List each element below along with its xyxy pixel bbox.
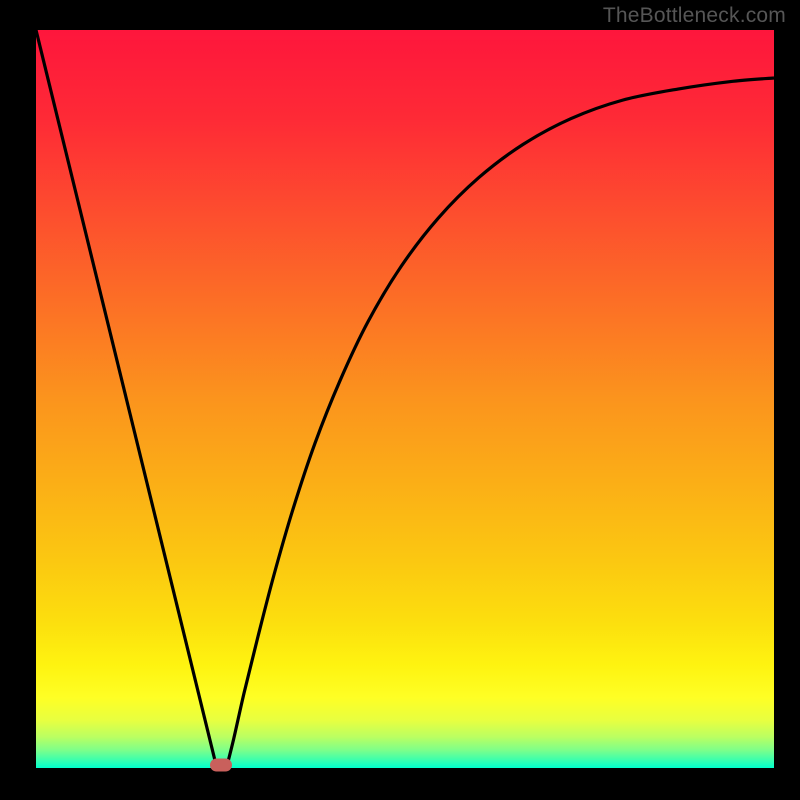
plot-area (36, 30, 774, 768)
curve-left-segment (36, 30, 217, 768)
minimum-marker (210, 759, 232, 772)
curve-right-segment (226, 78, 774, 768)
chart-frame: TheBottleneck.com (0, 0, 800, 800)
watermark-text: TheBottleneck.com (603, 4, 786, 28)
chart-curve (36, 30, 774, 768)
